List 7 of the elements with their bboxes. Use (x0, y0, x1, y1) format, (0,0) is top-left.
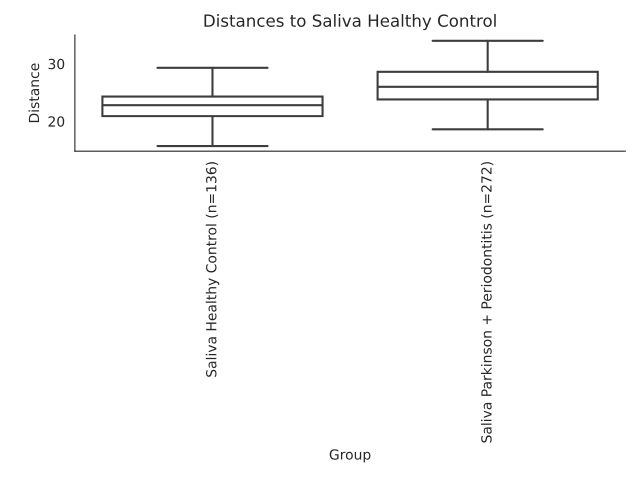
x-tick-label: Saliva Parkinson + Periodontitis (n=272) (480, 162, 494, 443)
x-axis-title: Group (330, 449, 370, 462)
chart-title: Distances to Saliva Healthy Control (204, 14, 496, 30)
x-tick-label: Saliva Healthy Control (n=136) (206, 162, 220, 377)
y-axis-title: Distance (28, 63, 40, 122)
y-tick-label: 30 (48, 58, 64, 70)
y-tick-label: 20 (48, 116, 64, 127)
